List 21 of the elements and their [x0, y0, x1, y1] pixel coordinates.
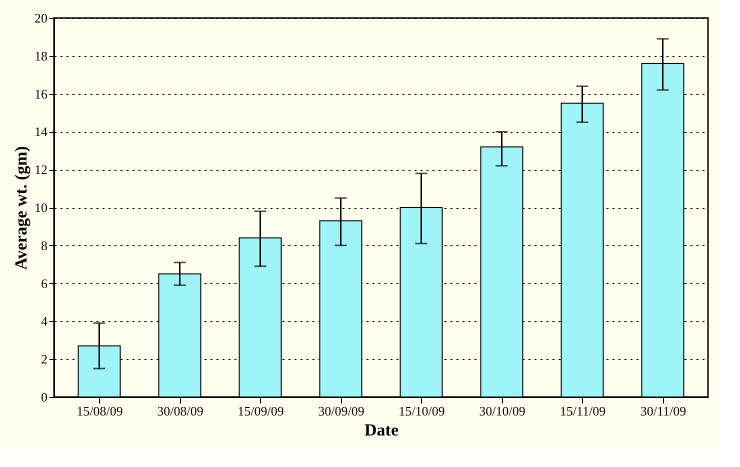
- y-tick-label: 2: [41, 352, 48, 367]
- y-tick-label: 4: [41, 314, 48, 329]
- y-tick-label: 0: [41, 390, 48, 404]
- y-tick-label: 12: [34, 162, 48, 178]
- y-tick-label: 20: [34, 10, 48, 26]
- x-tick-label: 30/08/09: [157, 404, 204, 418]
- y-tick-label: 6: [41, 276, 48, 291]
- x-tick-label: 30/10/09: [479, 404, 526, 418]
- x-tick-label: 30/09/09: [318, 404, 364, 418]
- y-axis-title: Average wt. (gm): [12, 146, 30, 270]
- y-tick-label: 14: [34, 124, 48, 140]
- x-tick-label: 15/08/09: [76, 404, 123, 418]
- y-tick-label: 10: [34, 200, 48, 215]
- x-tick-label: 15/09/09: [238, 404, 284, 418]
- x-tick-label: 15/10/09: [398, 404, 445, 418]
- y-tick-label: 8: [41, 238, 48, 253]
- x-tick-label: 30/11/09: [640, 404, 686, 418]
- x-axis-title: Date: [364, 420, 399, 440]
- y-tick-label: 18: [34, 48, 48, 64]
- x-tick-label: 15/11/09: [560, 404, 606, 418]
- y-tick-label: 16: [34, 86, 48, 102]
